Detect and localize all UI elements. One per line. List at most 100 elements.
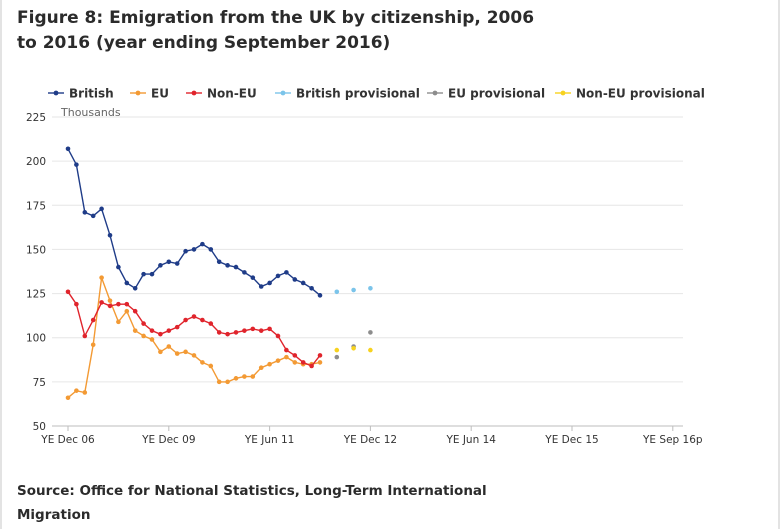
x-tick-label: YE Jun 11 xyxy=(244,434,295,446)
y-tick-label: 50 xyxy=(33,421,46,433)
data-point xyxy=(90,342,96,348)
source-note: Source: Office for National Statistics, … xyxy=(17,483,487,523)
data-point xyxy=(191,353,197,358)
data-point xyxy=(317,293,323,298)
legend-swatch-dot xyxy=(280,90,286,96)
data-point xyxy=(242,374,247,379)
data-point xyxy=(242,328,247,333)
data-point xyxy=(208,363,214,369)
data-point xyxy=(174,324,180,330)
data-point xyxy=(124,301,130,307)
y-tick-label: 75 xyxy=(33,377,46,389)
data-point xyxy=(284,347,289,353)
x-tick-label: YE Dec 06 xyxy=(40,434,95,446)
x-tick-label: YE Dec 09 xyxy=(141,434,195,446)
data-point xyxy=(250,275,256,280)
y-tick-label: 125 xyxy=(26,289,46,301)
series-layer xyxy=(65,146,373,401)
data-point xyxy=(191,247,197,252)
legend-item: EU xyxy=(130,87,169,101)
data-point xyxy=(99,206,104,212)
data-point xyxy=(166,328,172,333)
legend-swatch-dot xyxy=(135,90,141,96)
data-point xyxy=(225,263,230,268)
series-line xyxy=(67,148,321,296)
y-tick-label: 100 xyxy=(26,333,46,345)
data-point xyxy=(216,379,222,385)
chart-legend: British EU Non-EU British provisional EU pro… xyxy=(48,87,705,101)
data-point xyxy=(225,379,230,385)
data-point xyxy=(82,333,88,339)
data-point xyxy=(368,347,373,353)
data-point xyxy=(242,270,247,275)
data-point xyxy=(158,263,163,268)
data-point xyxy=(116,301,121,307)
data-point xyxy=(82,210,88,215)
y-tick-label: 200 xyxy=(26,156,46,168)
data-point xyxy=(141,321,146,326)
data-point xyxy=(267,361,272,367)
data-point xyxy=(208,247,214,252)
data-point xyxy=(116,264,121,270)
data-point xyxy=(166,259,172,265)
data-point xyxy=(275,333,281,339)
data-point xyxy=(74,301,79,307)
data-point xyxy=(141,271,146,277)
x-tick-label: YE Dec 15 xyxy=(544,434,598,446)
data-point xyxy=(368,330,373,335)
series-4 xyxy=(334,330,373,360)
legend-label: British xyxy=(69,87,114,101)
data-point xyxy=(90,213,96,219)
x-tick-label: YE Sep 16p xyxy=(642,434,703,446)
data-point xyxy=(174,351,180,356)
left-border xyxy=(0,0,2,529)
y-tick-label: 225 xyxy=(26,112,46,124)
data-point xyxy=(250,326,256,332)
data-point xyxy=(275,358,281,363)
x-tick-label: YE Jun 14 xyxy=(445,434,496,446)
right-border xyxy=(778,0,780,529)
data-point xyxy=(90,317,96,323)
legend-swatch-dot xyxy=(53,90,59,96)
legend-item: EU provisional xyxy=(427,87,545,101)
data-point xyxy=(258,284,264,289)
data-point xyxy=(82,390,88,395)
data-point xyxy=(309,363,314,369)
data-point xyxy=(99,275,104,280)
data-point xyxy=(225,331,230,337)
data-point xyxy=(74,388,79,393)
data-point xyxy=(200,360,205,365)
y-tick-label: 150 xyxy=(26,244,46,256)
legend-item: Non-EU xyxy=(186,87,257,101)
data-point xyxy=(334,347,340,353)
data-point xyxy=(309,285,314,291)
legend-label: Non-EU xyxy=(207,87,257,101)
legend-swatch-dot xyxy=(560,90,566,96)
data-point xyxy=(116,319,121,325)
data-point xyxy=(351,346,356,351)
data-point xyxy=(267,326,272,332)
series-5 xyxy=(334,346,373,353)
data-point xyxy=(334,354,340,360)
data-point xyxy=(233,376,239,381)
data-point xyxy=(300,280,306,286)
data-point xyxy=(65,395,71,401)
data-point xyxy=(292,360,298,365)
data-point xyxy=(124,308,130,314)
data-point xyxy=(233,264,239,270)
data-point xyxy=(149,328,155,333)
data-point xyxy=(250,374,256,379)
data-point xyxy=(191,314,197,319)
legend-swatch-dot xyxy=(432,90,438,96)
legend-label: British provisional xyxy=(296,87,420,101)
data-point xyxy=(284,354,289,360)
data-point xyxy=(233,330,239,335)
data-point xyxy=(317,360,323,365)
data-point xyxy=(149,337,155,342)
legend-item: British xyxy=(48,87,114,101)
data-point xyxy=(107,298,113,303)
data-point xyxy=(166,344,172,349)
data-point xyxy=(183,248,188,254)
data-point xyxy=(200,317,205,323)
data-point xyxy=(74,162,79,167)
